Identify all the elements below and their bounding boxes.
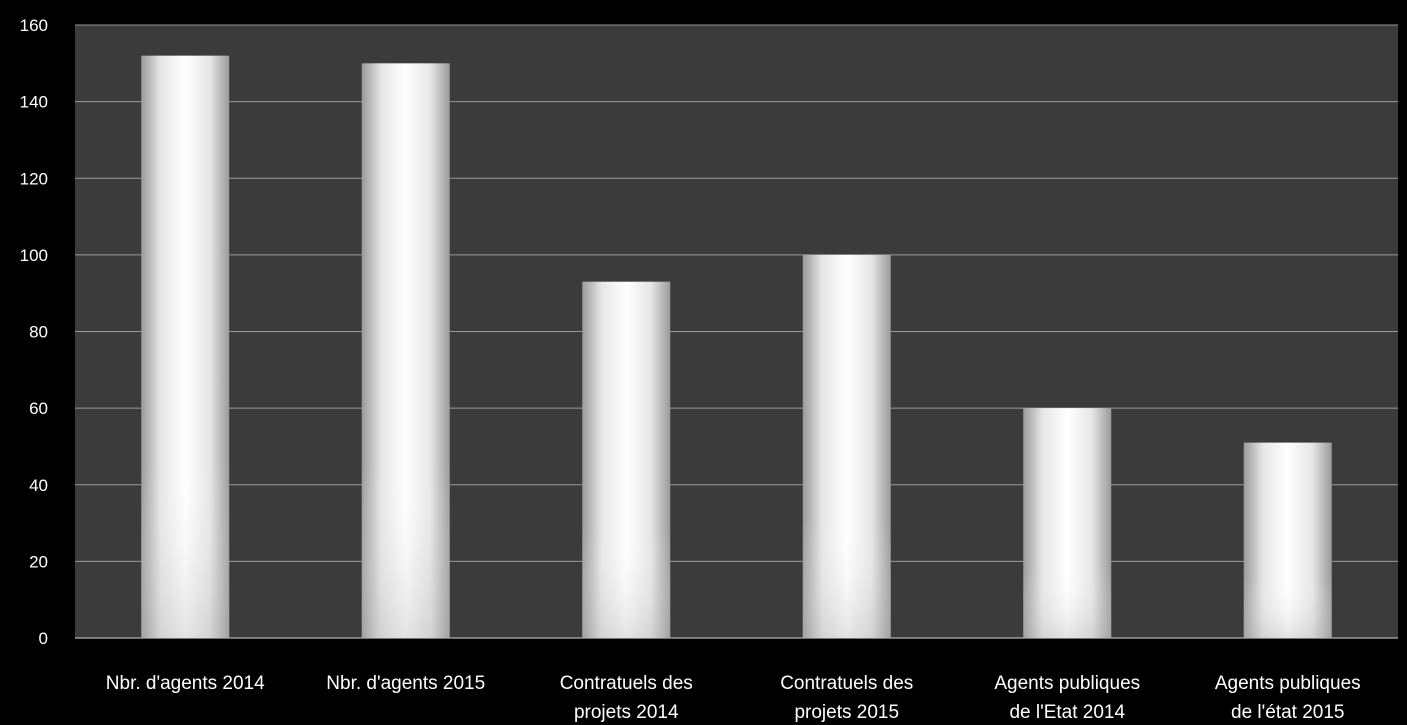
x-category-label: Agents publiques de l'état 2015 [1215,673,1361,723]
gridlines [75,24,1398,639]
y-axis-ticks: 0 20 40 60 80 100 120 140 160 [20,16,48,648]
x-category-label-line: projets 2014 [574,702,679,723]
x-category-label: Contratuels des projets 2014 [560,673,693,723]
x-category-label-line: de l'état 2015 [1231,702,1345,723]
bar-shade [361,63,450,638]
bar-shade [141,55,230,638]
bar-3 [582,281,671,638]
x-category-label-line: projets 2015 [794,702,899,723]
x-category-label-line: de l'Etat 2014 [1009,702,1125,723]
y-tick-label: 100 [20,246,48,265]
x-category-label-line: Contratuels des [560,673,693,694]
x-category-label-line: Nbr. d'agents 2014 [106,673,265,694]
bar-shade [802,254,891,638]
bar-shade [582,281,671,638]
y-tick-label: 60 [29,399,48,418]
bar-1 [141,55,230,638]
x-axis-labels: Nbr. d'agents 2014 Nbr. d'agents 2015 Cont… [106,673,1361,723]
bars [141,55,1332,638]
y-tick-label: 80 [29,323,48,342]
y-tick-label: 160 [20,16,48,35]
x-category-label-line: Contratuels des [780,673,913,694]
x-category-label-line: Nbr. d'agents 2015 [326,673,485,694]
x-category-label: Nbr. d'agents 2015 [326,673,485,694]
bar-2 [361,63,450,638]
bar-shade [1023,408,1112,638]
y-tick-label: 120 [20,169,48,188]
x-category-label-line: Agents publiques [994,673,1140,694]
x-category-label: Agents publiques de l'Etat 2014 [994,673,1140,723]
bar-5 [1023,408,1112,638]
y-tick-label: 0 [39,629,48,648]
x-category-label: Nbr. d'agents 2014 [106,673,265,694]
x-category-label-line: Agents publiques [1215,673,1361,694]
y-tick-label: 140 [20,93,48,112]
bar-6 [1243,442,1332,638]
bar-shade [1243,442,1332,638]
x-category-label: Contratuels des projets 2015 [780,673,913,723]
bar-4 [802,254,891,638]
y-tick-label: 20 [29,552,48,571]
y-tick-label: 40 [29,476,48,495]
